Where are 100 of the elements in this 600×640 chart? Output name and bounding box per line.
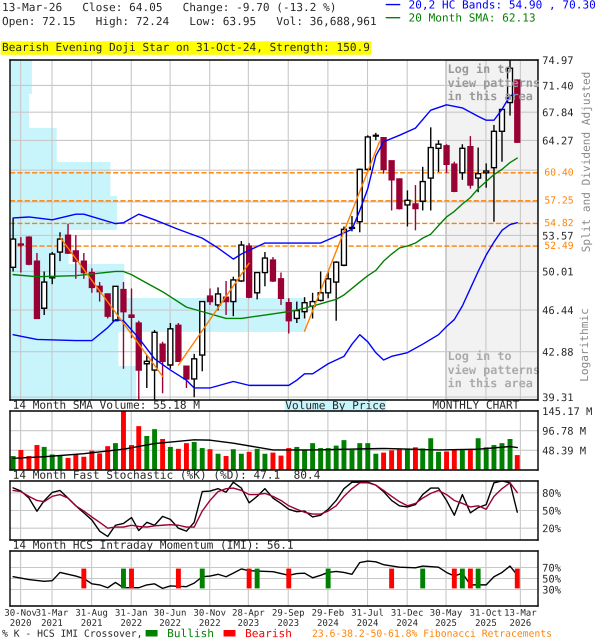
- bar: [334, 446, 339, 470]
- y-tick-label: 42.88: [542, 348, 573, 356]
- bar: [10, 456, 16, 470]
- bar: [105, 446, 110, 470]
- bar: [350, 450, 354, 470]
- bar: [420, 448, 426, 470]
- bar: [216, 454, 220, 470]
- bar: [318, 448, 324, 470]
- y-axis-title: Split and Dividend Adjusted: [581, 72, 592, 252]
- bar: [491, 445, 496, 470]
- y-tick-label: 71.40: [542, 82, 573, 90]
- bar: [326, 448, 331, 470]
- chart-title: 13-Mar-26 Close: 64.05 Change: -9.70 (-13.2 %): [3, 2, 334, 14]
- x-tick-label: 30-Nov 2020: [4, 608, 36, 626]
- legend-label: 20,2 HC Bands: 54.90 , 70.30: [409, 0, 596, 10]
- bar: [254, 448, 260, 470]
- x-tick-label: 31-Mar 2021: [36, 608, 68, 626]
- line-series: [12, 439, 518, 459]
- candlestick: [404, 190, 411, 228]
- bar: [200, 448, 205, 470]
- bar: [34, 445, 40, 470]
- y-tick-label: 96.78 M: [542, 426, 586, 435]
- bar: [468, 450, 473, 470]
- ref-line-label: 57.25: [545, 196, 573, 204]
- bar: [230, 449, 236, 470]
- ref-line-label: 54.82: [545, 218, 573, 226]
- text: 23.6-38.2-50-61.8% Fibonacci Retracements: [312, 629, 552, 637]
- ref-line-label: 52.49: [545, 242, 573, 249]
- candlestick: [498, 108, 506, 162]
- y-tick-label: 48.39 M: [542, 446, 586, 454]
- line-series: [12, 560, 518, 590]
- y-tick-label: 50%: [542, 574, 561, 583]
- bar: [160, 438, 166, 470]
- candlestick: [49, 251, 56, 285]
- legend-label: 20 Month SMA: 62.13: [409, 13, 535, 22]
- ref-line-label: 60.40: [544, 168, 573, 176]
- y-tick-label: 50.01: [542, 268, 573, 276]
- bar: [176, 448, 181, 470]
- bar: [238, 454, 244, 470]
- bar: [112, 443, 118, 470]
- y-tick-label: 70%: [542, 564, 561, 572]
- bar: [246, 452, 252, 470]
- bar: [208, 449, 212, 470]
- text: MONTHLY CHART: [432, 400, 520, 409]
- y-tick-label: 64.27: [542, 136, 573, 145]
- line-series: [12, 482, 518, 529]
- candlestick: [56, 232, 64, 262]
- bar: [144, 436, 150, 470]
- bar: [460, 450, 465, 470]
- bar: [452, 449, 457, 470]
- bar: [278, 456, 284, 470]
- bar: [81, 456, 86, 470]
- text: Volume By Price: [286, 400, 385, 412]
- x-tick-label: 30-May 2025: [430, 608, 462, 626]
- x-tick-label: 31-Aug 2021: [76, 608, 108, 626]
- candlestick: [214, 286, 222, 312]
- y-tick-label: 50%: [542, 506, 561, 515]
- y-tick-label: 145.17 M: [543, 407, 592, 416]
- chart-title: 14 Month HCS Intraday Momentum (IMI): 56.1: [14, 540, 293, 551]
- bar: [436, 452, 441, 470]
- bar: [341, 440, 346, 470]
- bar: [73, 454, 78, 470]
- bar: [373, 454, 378, 470]
- bar: [121, 411, 126, 470]
- bar: [381, 452, 386, 470]
- bar: [294, 446, 300, 470]
- text: Logarithmic: [580, 309, 590, 381]
- candlestick: [278, 272, 284, 306]
- x-tick-label: 13-Mar 2026: [505, 608, 536, 626]
- chart-title: 14 Month SMA Volume: 55.18 M: [14, 400, 200, 409]
- candlestick: [183, 366, 190, 389]
- bar: [476, 438, 481, 470]
- legend-title: % K - HCS IMI Crossover,: [2, 629, 140, 638]
- candlestick: [120, 281, 127, 370]
- candlestick: [191, 353, 198, 398]
- bar: [152, 429, 158, 470]
- bar: [404, 448, 410, 470]
- candlestick: [420, 166, 426, 212]
- y-tick-label: 67.84: [542, 108, 574, 116]
- text: Bearish Evening Doji Star on 31-Oct-24, Strength: 150.9: [2, 42, 370, 54]
- bar: [270, 452, 276, 470]
- legend-label: Bullish: [168, 628, 213, 638]
- bar: [389, 450, 394, 470]
- candlestick: [286, 298, 292, 334]
- x-tick-label: 30-Nov 2022: [194, 608, 226, 626]
- bar: [396, 450, 402, 470]
- bar: [224, 456, 229, 470]
- bar: [310, 443, 316, 470]
- candlestick: [412, 184, 419, 232]
- bar: [18, 450, 24, 470]
- bar: [42, 446, 47, 470]
- y-tick-label: 80%: [542, 489, 561, 497]
- bar: [89, 450, 94, 470]
- bar: [484, 447, 489, 470]
- candlestick: [270, 256, 276, 283]
- x-tick-label: 29-Feb 2024: [312, 608, 344, 626]
- chart-title: 14 Month Fast Stochastic (%K) (%D): 47.1 80.4: [14, 470, 320, 480]
- bar: [444, 451, 450, 470]
- candlestick: [206, 288, 214, 306]
- bar: [412, 447, 418, 470]
